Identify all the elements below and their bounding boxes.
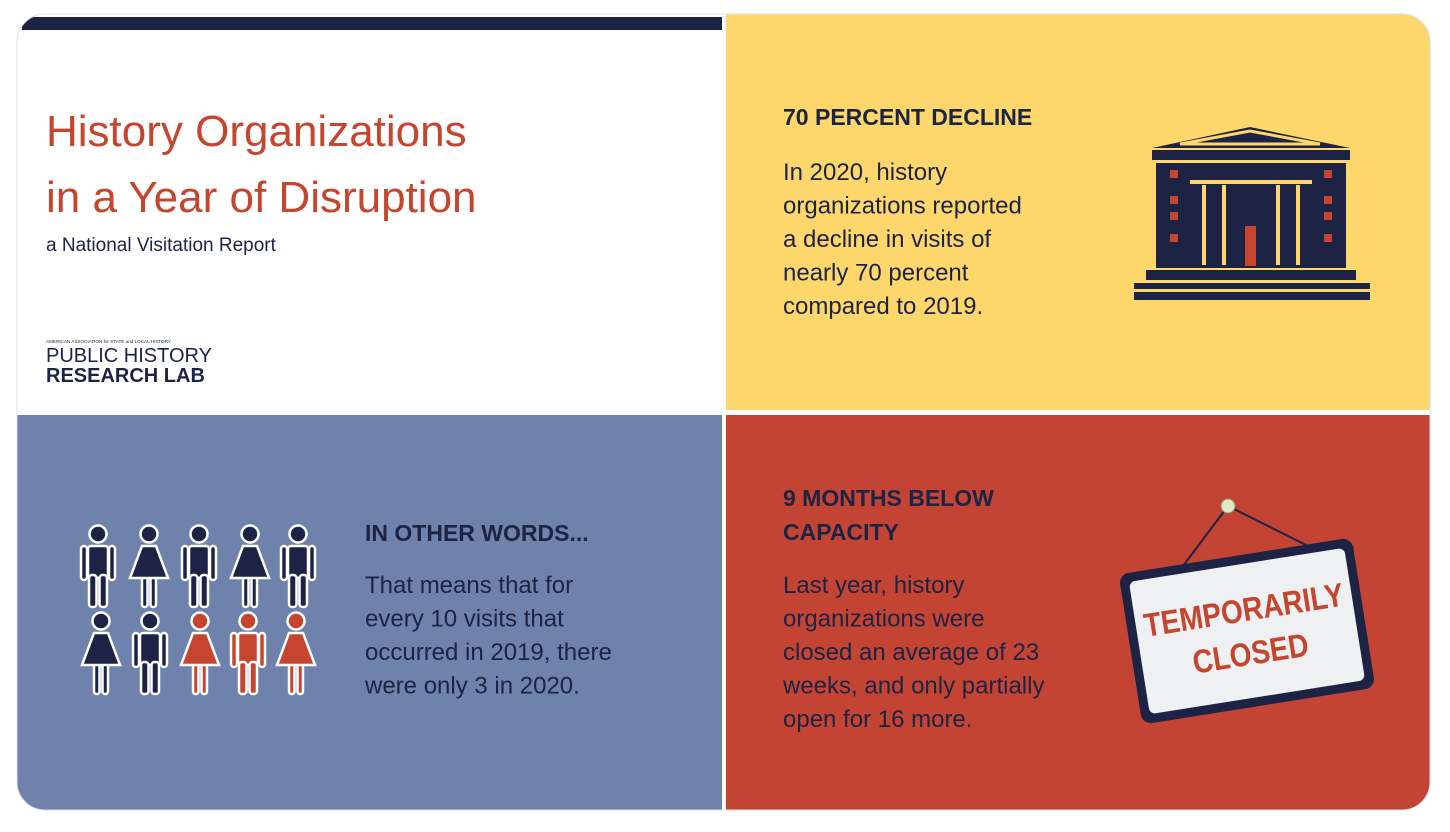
- panel-body: In 2020, history: [783, 159, 947, 186]
- panel-heading: 70 PERCENT DECLINE: [783, 104, 1032, 130]
- subtitle: a National Visitation Report: [46, 235, 277, 256]
- logo-line: RESEARCH LAB: [46, 365, 205, 387]
- closed-sign: TEMPORARILY CLOSED: [1120, 498, 1374, 724]
- panel-body: weeks, and only partially: [782, 673, 1044, 700]
- panel-body: Last year, history: [783, 572, 964, 599]
- panel-heading: 9 MONTHS BELOW: [783, 485, 994, 511]
- panels: [17, 14, 1430, 810]
- panel-body: a decline in visits of: [783, 226, 991, 253]
- panel-body: closed an average of 23: [783, 639, 1039, 666]
- panel-body: occurred in 2019, there: [365, 639, 612, 666]
- logo-line: PUBLIC HISTORY: [46, 345, 212, 367]
- frame: [16, 13, 1431, 811]
- panel-body: were only 3 in 2020.: [364, 673, 580, 700]
- panel-other-words: [17, 415, 722, 810]
- panel-body: nearly 70 percent: [783, 260, 969, 287]
- panel-heading: CAPACITY: [783, 519, 899, 545]
- museum-icon: [1134, 127, 1370, 300]
- title: History Organizations in a Year of Disru…: [46, 107, 477, 222]
- logo-tagline: AMERICAN ASSOCIATION for STATE and LOCAL…: [46, 339, 171, 344]
- panel-body: organizations reported: [783, 193, 1022, 220]
- title-line: History Organizations: [46, 107, 467, 156]
- panel-body: open for 16 more.: [783, 706, 972, 733]
- panel-texts: 70 PERCENT DECLINE In 2020, history organi…: [364, 104, 1044, 733]
- top-bar: [22, 17, 722, 30]
- panel-heading: IN OTHER WORDS...: [365, 520, 589, 546]
- panel-body: compared to 2019.: [783, 293, 983, 320]
- panel-body: every 10 visits that: [365, 606, 564, 633]
- title-line: in a Year of Disruption: [46, 173, 477, 222]
- panel-body: organizations were: [783, 606, 984, 633]
- panel-body: That means that for: [365, 572, 573, 599]
- panel-title: [17, 14, 722, 412]
